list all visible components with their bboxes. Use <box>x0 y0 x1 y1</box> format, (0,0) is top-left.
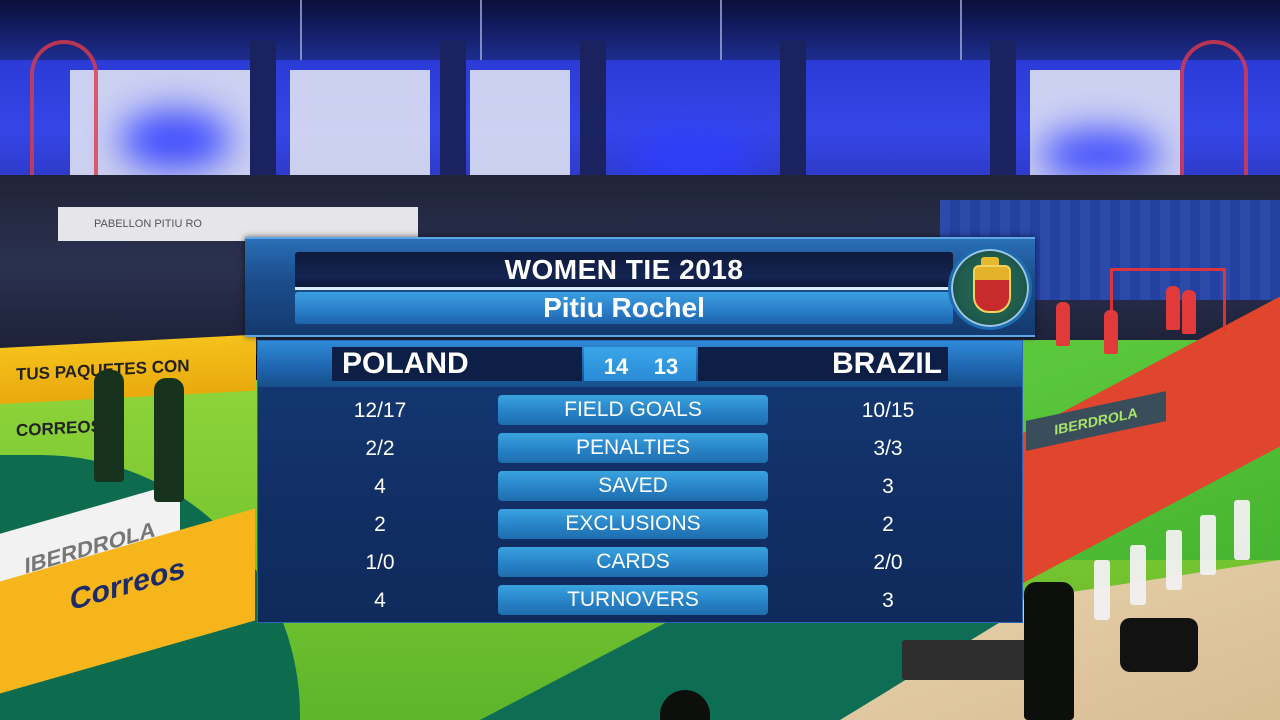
stat-row-cards: 1/0 CARDS 2/0 <box>258 547 1022 579</box>
wall-pillar <box>250 40 276 200</box>
home-stat-value: 12/17 <box>353 399 407 422</box>
player-figure <box>1166 286 1180 330</box>
red-arch <box>1180 40 1248 194</box>
wall-pillar <box>780 40 806 200</box>
stat-row-field-goals: 12/17 FIELD GOALS 10/15 <box>258 395 1022 427</box>
wall-pillar <box>440 40 466 200</box>
stat-label: EXCLUSIONS <box>498 509 768 539</box>
stat-row-exclusions: 2 EXCLUSIONS 2 <box>258 509 1022 541</box>
crest-crown-icon <box>981 257 999 266</box>
stat-label: CARDS <box>498 547 768 577</box>
stat-label: SAVED <box>498 471 768 501</box>
away-score: 13 <box>653 354 679 379</box>
scorers-table <box>902 640 1042 680</box>
away-stat-value: 2/0 <box>873 551 903 574</box>
wall-pillar <box>580 40 606 200</box>
player-figure <box>1182 290 1196 334</box>
bench-chair <box>1130 545 1146 605</box>
wall-panel <box>290 70 430 190</box>
roof-truss <box>300 0 302 80</box>
home-stat-value: 4 <box>374 475 386 498</box>
away-stat-value: 3/3 <box>873 437 903 460</box>
event-title: WOMEN TIE 2018 <box>295 252 953 288</box>
scoreboard-header: WOMEN TIE 2018 Pitiu Rochel <box>245 237 1035 337</box>
score-box: 14 13 <box>584 347 696 381</box>
roof-truss <box>480 0 482 80</box>
blue-light-glow <box>120 110 230 170</box>
home-stat-value: 2 <box>374 513 386 536</box>
wall-pillar <box>990 40 1016 200</box>
blue-light-glow <box>1040 130 1160 180</box>
referee-figure <box>94 370 124 482</box>
bench-chair <box>1200 515 1216 575</box>
venue-wall-banner: PABELLON PITIU RO <box>58 207 418 241</box>
roof-truss <box>960 0 962 80</box>
federation-crest-icon <box>948 246 1032 330</box>
stat-row-turnovers: 4 TURNOVERS 3 <box>258 585 1022 617</box>
stat-label: FIELD GOALS <box>498 395 768 425</box>
away-stat-value: 3 <box>882 475 894 498</box>
stat-row-saved: 4 SAVED 3 <box>258 471 1022 503</box>
venue-name: Pitiu Rochel <box>295 292 953 324</box>
stat-row-penalties: 2/2 PENALTIES 3/3 <box>258 433 1022 465</box>
player-figure <box>1056 302 1070 346</box>
home-team-name: POLAND <box>332 347 582 381</box>
home-stat-value: 1/0 <box>365 551 395 574</box>
home-stat-value: 4 <box>374 589 386 612</box>
wall-panel <box>470 70 570 190</box>
away-stat-value: 10/15 <box>861 399 915 422</box>
bench-chair <box>1094 560 1110 620</box>
official-figure <box>1024 582 1074 720</box>
stat-label: TURNOVERS <box>498 585 768 615</box>
bench-chair <box>1166 530 1182 590</box>
player-figure <box>1104 310 1118 354</box>
home-score: 14 <box>603 354 629 379</box>
crest-shield-icon <box>973 265 1011 313</box>
away-team-name: BRAZIL <box>698 347 948 381</box>
away-stat-value: 3 <box>882 589 894 612</box>
red-arch <box>30 40 98 194</box>
away-stat-value: 2 <box>882 513 894 536</box>
handball-goal <box>1110 268 1226 331</box>
header-divider <box>295 287 955 290</box>
stat-label: PENALTIES <box>498 433 768 463</box>
roof-truss <box>720 0 722 80</box>
home-stat-value: 2/2 <box>365 437 395 460</box>
referee-figure <box>154 378 184 502</box>
sports-bag <box>1120 618 1198 672</box>
match-stats-panel: POLAND 14 13 BRAZIL 12/17 FIELD GOALS 10… <box>257 340 1023 623</box>
team-score-row: POLAND 14 13 BRAZIL <box>258 341 1022 387</box>
bench-chair <box>1234 500 1250 560</box>
